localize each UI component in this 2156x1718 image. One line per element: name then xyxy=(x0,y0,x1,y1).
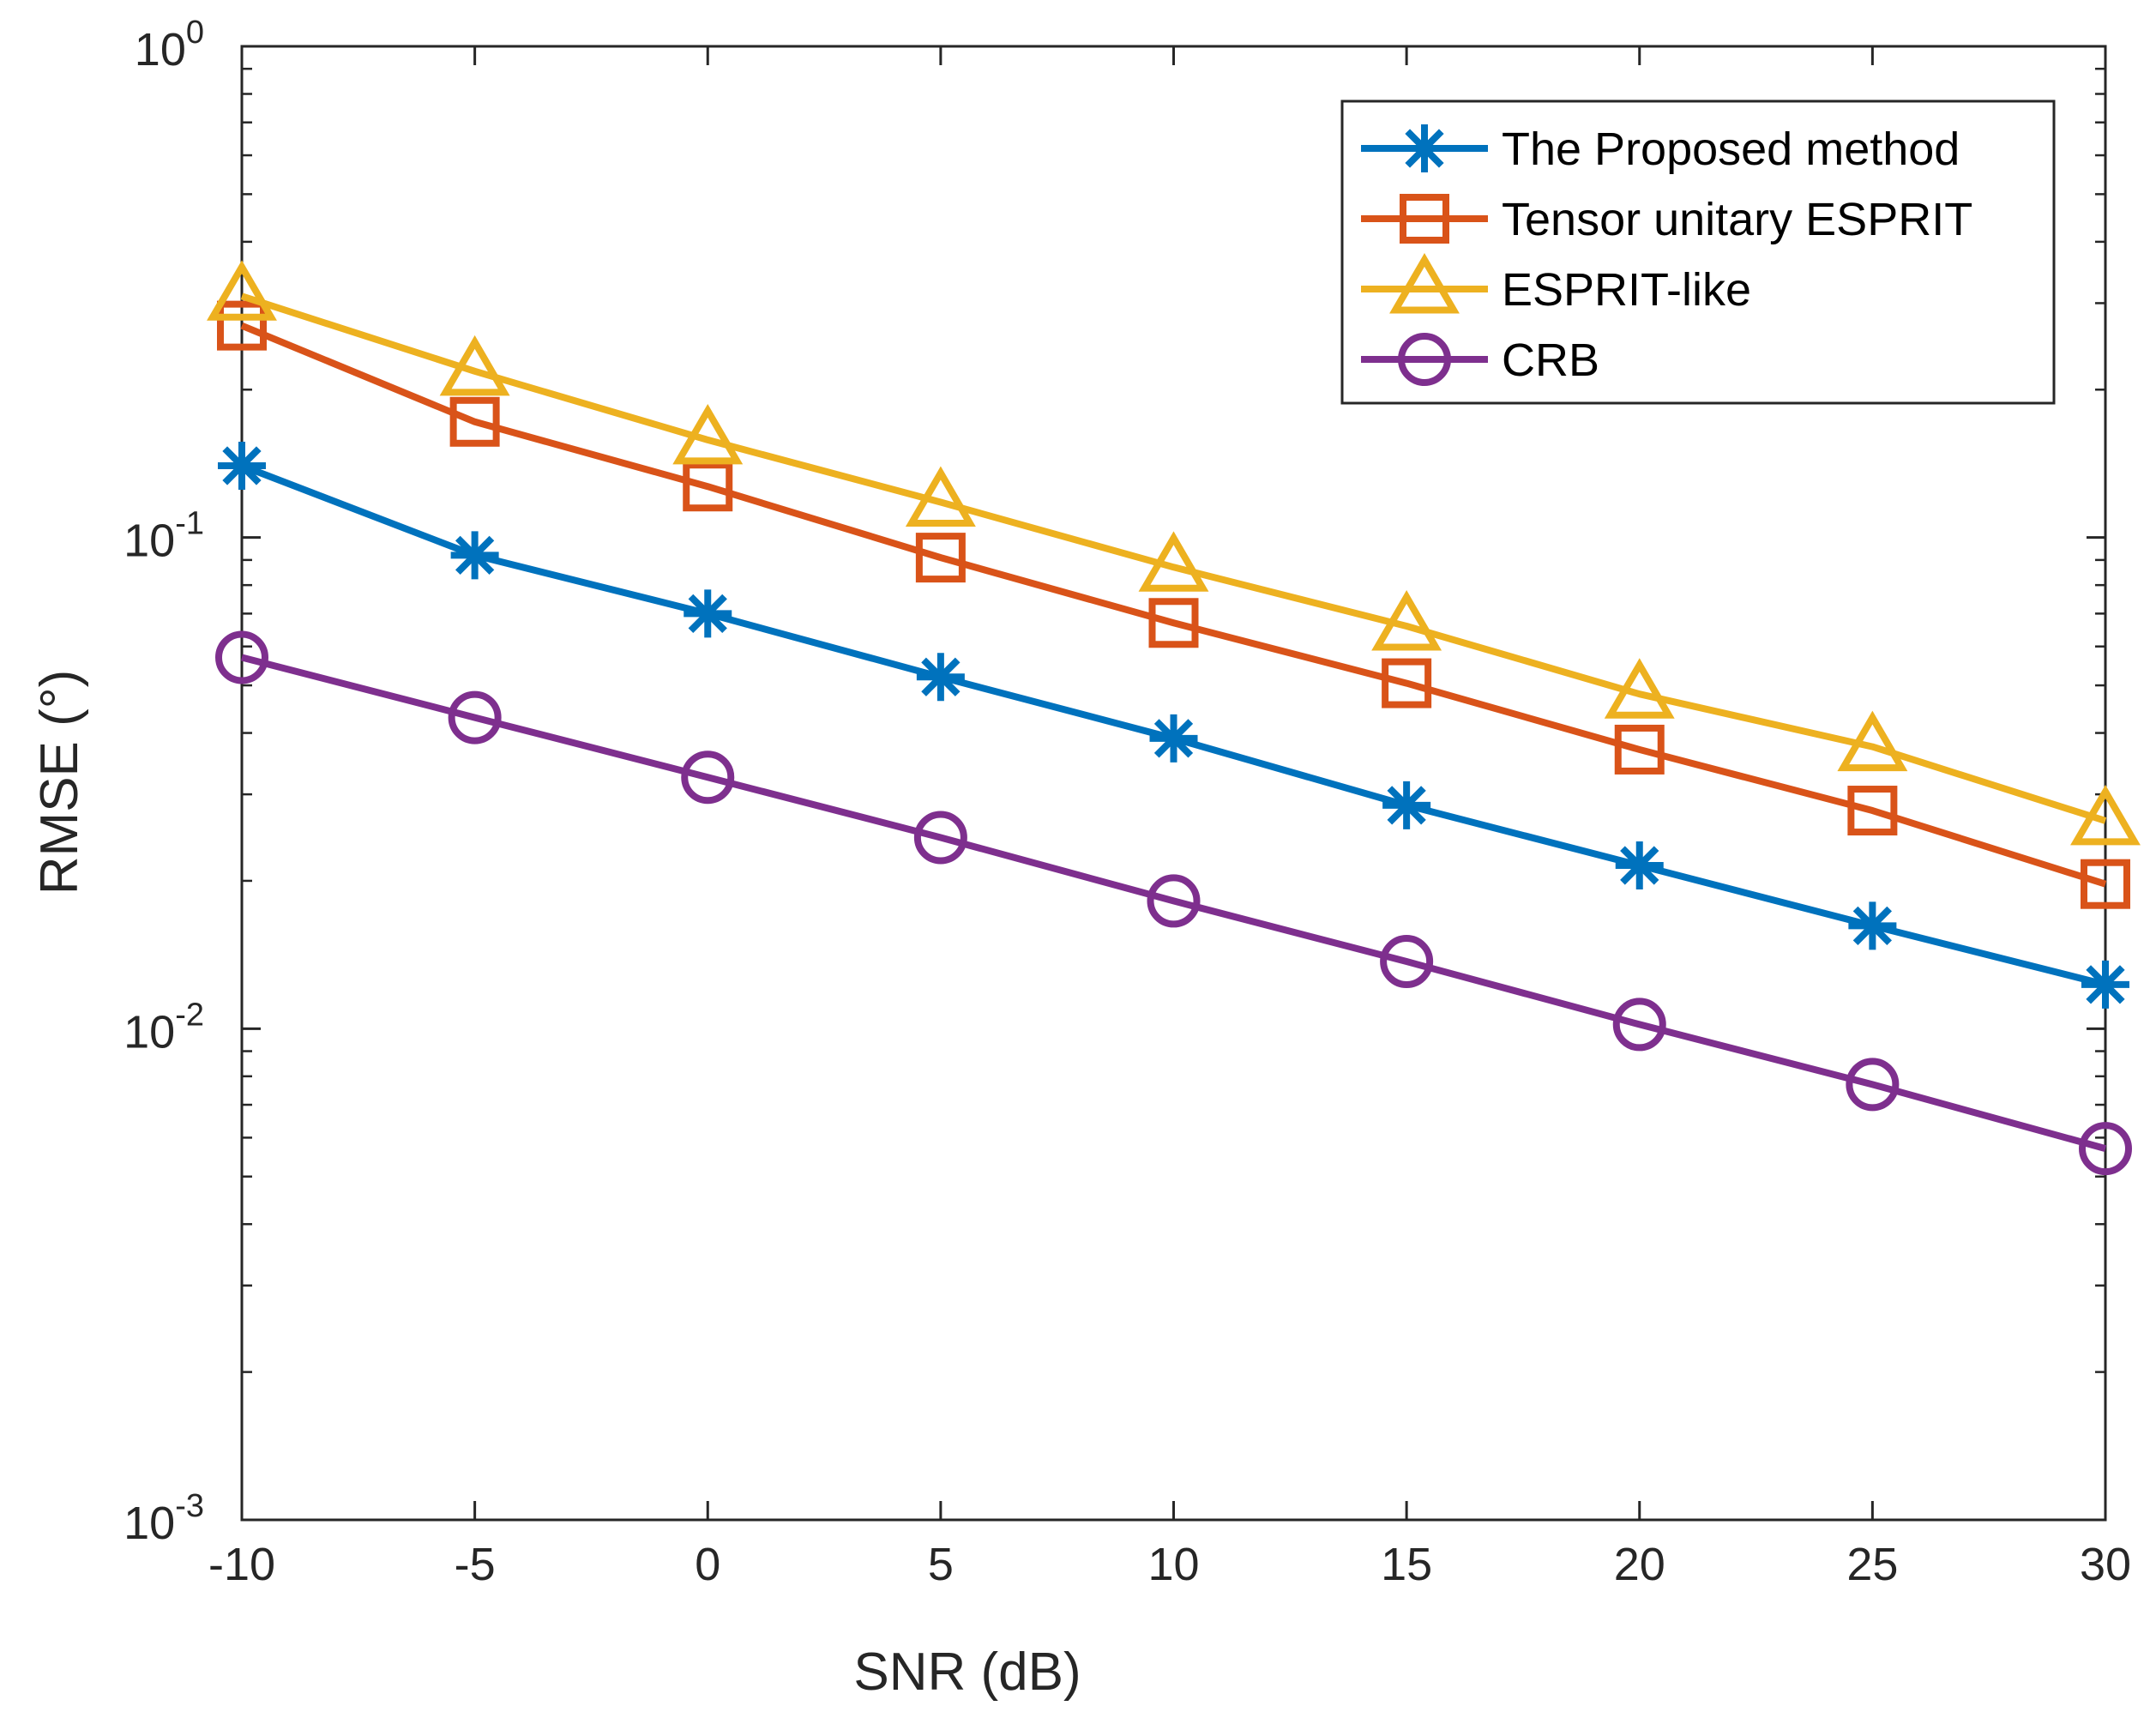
y-tick-label: 10-2 xyxy=(123,997,204,1058)
y-tick-label: 100 xyxy=(135,15,204,75)
data-point xyxy=(2081,960,2129,1009)
data-point xyxy=(683,461,733,512)
data-point xyxy=(915,533,966,583)
data-point xyxy=(2081,859,2130,909)
legend: The Proposed method Tensor unitary ESPRIT… xyxy=(1340,99,2056,405)
data-point xyxy=(1612,998,1666,1052)
x-tick-label: 30 xyxy=(2080,1539,2131,1590)
data-point xyxy=(2079,1122,2132,1176)
x-tick-label: -5 xyxy=(455,1539,496,1590)
legend-marker xyxy=(1400,124,1448,172)
data-point xyxy=(207,260,277,321)
data-point xyxy=(1846,1058,1900,1112)
data-point xyxy=(1382,658,1432,708)
data-point xyxy=(449,396,500,447)
data-point xyxy=(684,589,732,638)
data-point xyxy=(1380,935,1434,989)
series-line-3 xyxy=(241,654,2107,1152)
series-line-1 xyxy=(240,322,2107,888)
legend-label: CRB xyxy=(1502,335,1599,386)
data-point xyxy=(916,653,965,702)
data-point xyxy=(1371,590,1442,651)
data-point xyxy=(1848,901,1897,950)
x-tick-label: 10 xyxy=(1147,1539,1199,1590)
legend-label: ESPRIT-like xyxy=(1502,264,1751,316)
x-tick-label: 0 xyxy=(695,1539,720,1590)
y-axis-title: RMSE (°) xyxy=(30,670,89,895)
data-point xyxy=(1837,710,1908,772)
data-point xyxy=(1847,786,1898,836)
data-point xyxy=(1148,598,1199,648)
data-point xyxy=(1138,531,1209,592)
data-point xyxy=(681,750,735,805)
x-tick-label: 5 xyxy=(928,1539,954,1590)
data-point xyxy=(450,531,499,580)
legend-marker xyxy=(1400,194,1449,244)
y-tick-label: 10-1 xyxy=(123,506,204,567)
data-point xyxy=(218,441,266,490)
data-point xyxy=(672,403,744,465)
data-point xyxy=(448,690,502,744)
legend-label: The Proposed method xyxy=(1502,124,1960,175)
series-line-2 xyxy=(240,292,2107,824)
data-point xyxy=(905,466,976,527)
data-point xyxy=(913,811,967,865)
data-point xyxy=(1382,781,1431,829)
data-point xyxy=(439,335,510,396)
data-point xyxy=(1615,841,1664,889)
x-tick-label: 25 xyxy=(1846,1539,1898,1590)
data-point xyxy=(217,300,267,351)
data-point xyxy=(1614,724,1665,775)
data-point xyxy=(1147,874,1201,928)
y-tick-label: 10-3 xyxy=(123,1488,204,1549)
x-tick-label: 20 xyxy=(1614,1539,1665,1590)
data-point xyxy=(2070,784,2141,846)
legend-marker xyxy=(1389,253,1460,314)
legend-marker xyxy=(1398,333,1451,386)
x-tick-label: -10 xyxy=(208,1539,275,1590)
data-point xyxy=(215,630,268,684)
data-point xyxy=(1604,658,1675,719)
x-axis-title: SNR (dB) xyxy=(853,1643,1081,1702)
data-point xyxy=(1149,714,1198,763)
x-tick-label: 15 xyxy=(1381,1539,1432,1590)
legend-label: Tensor unitary ESPRIT xyxy=(1502,194,1972,245)
